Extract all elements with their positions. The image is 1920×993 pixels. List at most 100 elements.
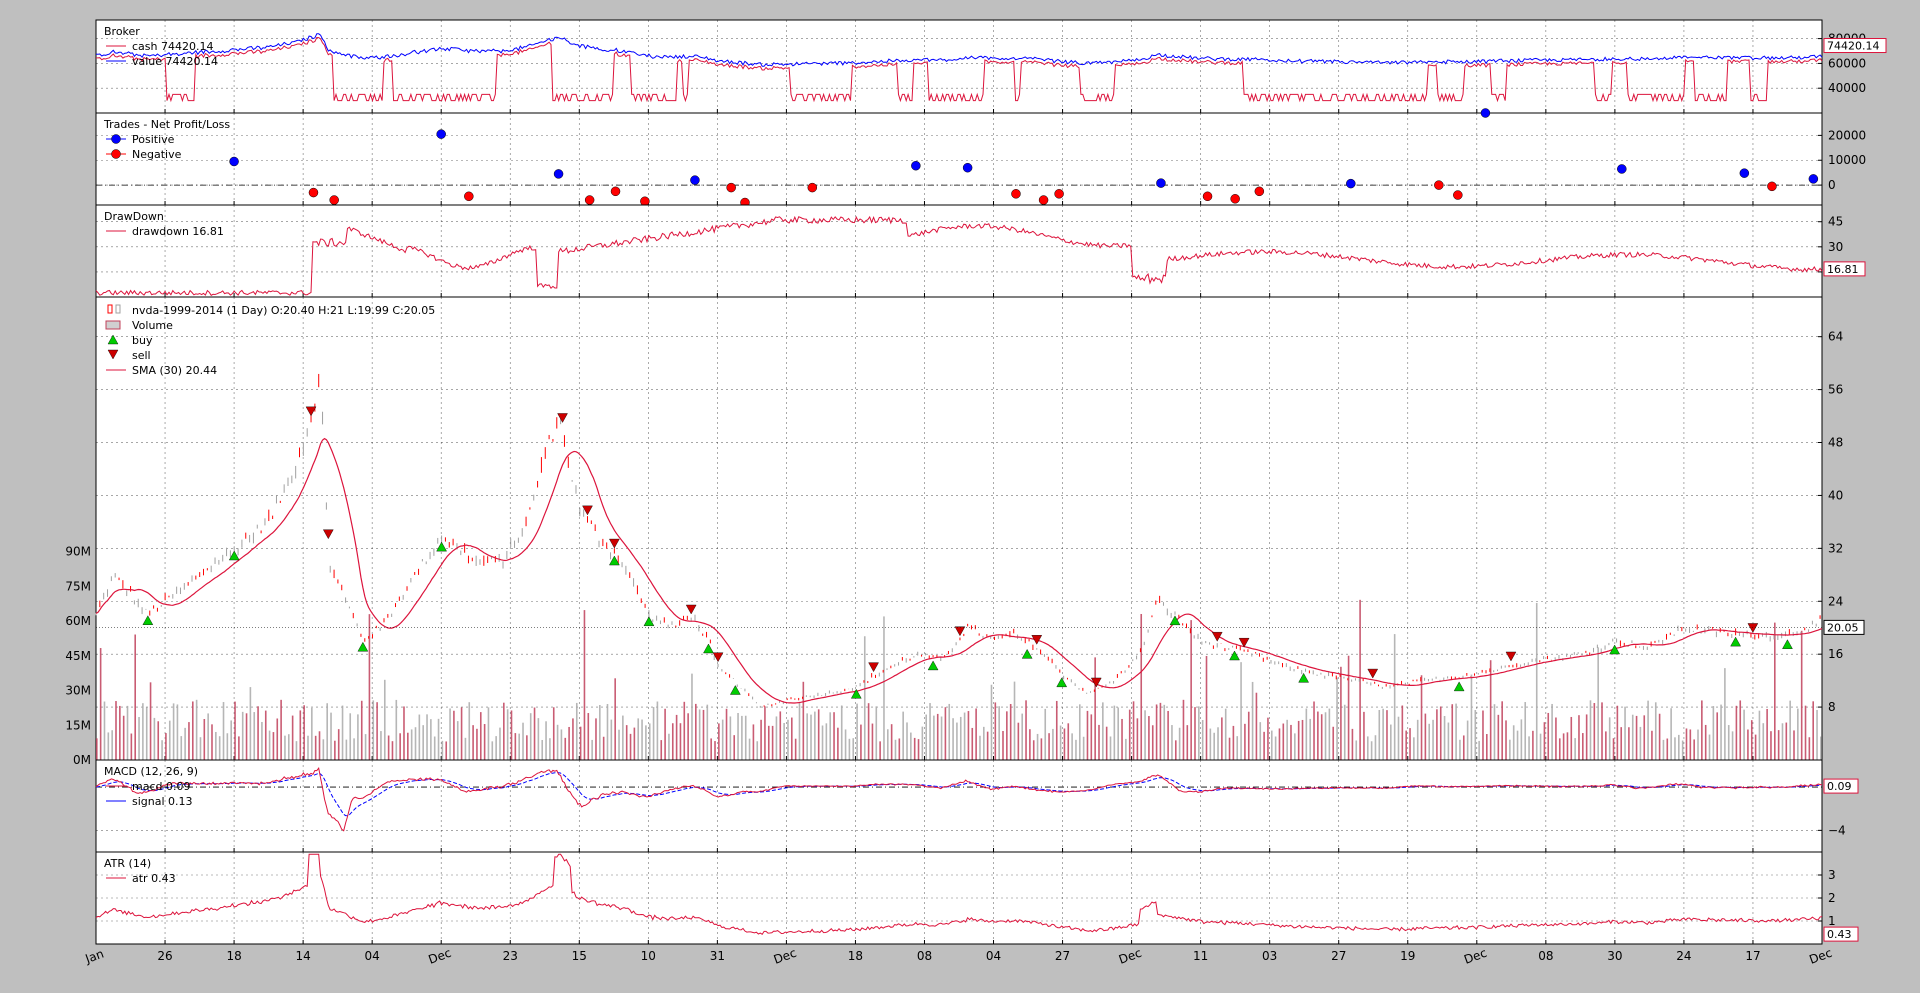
- volume-bar: [587, 713, 589, 760]
- volume-bar: [1294, 733, 1296, 760]
- volume-bar: [1820, 737, 1822, 760]
- drawdown-value-label: 16.81: [1827, 263, 1859, 276]
- volume-bar: [334, 741, 336, 760]
- volume-bar: [1313, 701, 1315, 760]
- volume-bar: [1144, 710, 1146, 760]
- volume-bar: [1094, 657, 1096, 760]
- volume-bar: [1071, 733, 1073, 760]
- volume-bar: [1663, 740, 1665, 760]
- x-tick-label: 08: [1538, 949, 1553, 963]
- volume-bar: [465, 738, 467, 760]
- volume-bar: [1444, 716, 1446, 760]
- volume-bar: [733, 735, 735, 760]
- volume-bar: [526, 735, 528, 760]
- volume-bar: [1352, 729, 1354, 760]
- volume-bar: [315, 736, 317, 760]
- x-tick-label: 04: [986, 949, 1001, 963]
- volume-bar: [150, 682, 152, 760]
- volume-bar: [1371, 741, 1373, 760]
- volume-bar: [1398, 717, 1400, 760]
- volume-bar: [753, 724, 755, 760]
- volume-bar: [549, 738, 551, 760]
- volume-bar: [1594, 703, 1596, 760]
- volume-bar: [100, 648, 102, 760]
- volume-bar: [165, 733, 167, 760]
- volume-bar: [372, 700, 374, 760]
- volume-bar: [1390, 725, 1392, 760]
- volume-bar: [1678, 735, 1680, 760]
- volume-bar: [1006, 711, 1008, 760]
- volume-bar: [1486, 734, 1488, 760]
- volume-bar: [1617, 706, 1619, 760]
- volume-bar: [215, 732, 217, 760]
- volume-bar: [618, 730, 620, 760]
- volume-bar: [599, 705, 601, 760]
- volume-bar: [1674, 737, 1676, 760]
- volume-bar: [1402, 706, 1404, 760]
- volume-bar: [1363, 712, 1365, 760]
- volume-bar: [576, 703, 578, 760]
- volume-bar: [488, 707, 490, 760]
- volume-bar: [683, 702, 685, 760]
- volume-bar: [603, 737, 605, 760]
- volume-bar: [687, 713, 689, 760]
- legend-negative-marker: [112, 150, 121, 159]
- volume-bar: [883, 616, 885, 760]
- volume-bar: [396, 700, 398, 760]
- volume-bar: [238, 736, 240, 760]
- volume-bar: [952, 718, 954, 760]
- volume-bar: [826, 723, 828, 760]
- volume-bar: [184, 728, 186, 760]
- x-tick-label: Jan: [83, 946, 106, 966]
- volume-bar: [564, 738, 566, 760]
- volume-bar: [1720, 705, 1722, 760]
- volume-bar: [173, 703, 175, 760]
- broker-legend-label: cash 74420.14: [132, 40, 213, 53]
- volume-bar: [1175, 740, 1177, 760]
- volume-bar: [1332, 727, 1334, 760]
- volume-bar: [941, 717, 943, 760]
- volume-bar: [1467, 721, 1469, 760]
- volume-bar: [799, 703, 801, 760]
- volume-bar: [860, 725, 862, 760]
- volume-bar: [292, 716, 294, 760]
- volume-bar: [1528, 736, 1530, 760]
- x-tick-label: 19: [1400, 949, 1415, 963]
- volume-bar: [979, 736, 981, 760]
- volume-bar: [1655, 702, 1657, 760]
- volume-bar: [975, 708, 977, 760]
- volume-bar: [1647, 701, 1649, 760]
- volume-bar: [960, 717, 962, 760]
- volume-bar: [257, 706, 259, 760]
- volume-bar: [242, 712, 244, 760]
- x-tick-label: 27: [1331, 949, 1346, 963]
- volume-bar: [1417, 720, 1419, 760]
- volume-bar: [849, 739, 851, 760]
- volume-bar: [1774, 623, 1776, 760]
- volume-bar: [637, 718, 639, 760]
- positive-trade-point: [690, 176, 699, 185]
- volume-bar: [1083, 737, 1085, 760]
- volume-bar: [1067, 723, 1069, 760]
- price-legend-label: Volume: [132, 319, 173, 332]
- volume-bar: [1620, 727, 1622, 760]
- volume-bar: [1448, 723, 1450, 760]
- volume-bar: [852, 738, 854, 760]
- volume-bar: [357, 714, 359, 760]
- volume-bar: [1739, 700, 1741, 760]
- volume-bar: [1048, 733, 1050, 760]
- volume-bar: [572, 718, 574, 760]
- volume-bar: [300, 710, 302, 760]
- volume-bar: [365, 734, 367, 760]
- volume-bar: [250, 687, 252, 760]
- x-tick-label: Dec: [1807, 946, 1834, 967]
- volume-bar: [1513, 725, 1515, 760]
- volume-bar: [1190, 620, 1192, 760]
- macd-title: MACD (12, 26, 9): [104, 765, 198, 778]
- volume-bar: [1459, 740, 1461, 760]
- volume-bar: [1114, 706, 1116, 760]
- volume-bar: [323, 739, 325, 760]
- volume-bar: [1793, 730, 1795, 760]
- volume-bar: [1759, 711, 1761, 760]
- negative-trade-point: [1453, 191, 1462, 200]
